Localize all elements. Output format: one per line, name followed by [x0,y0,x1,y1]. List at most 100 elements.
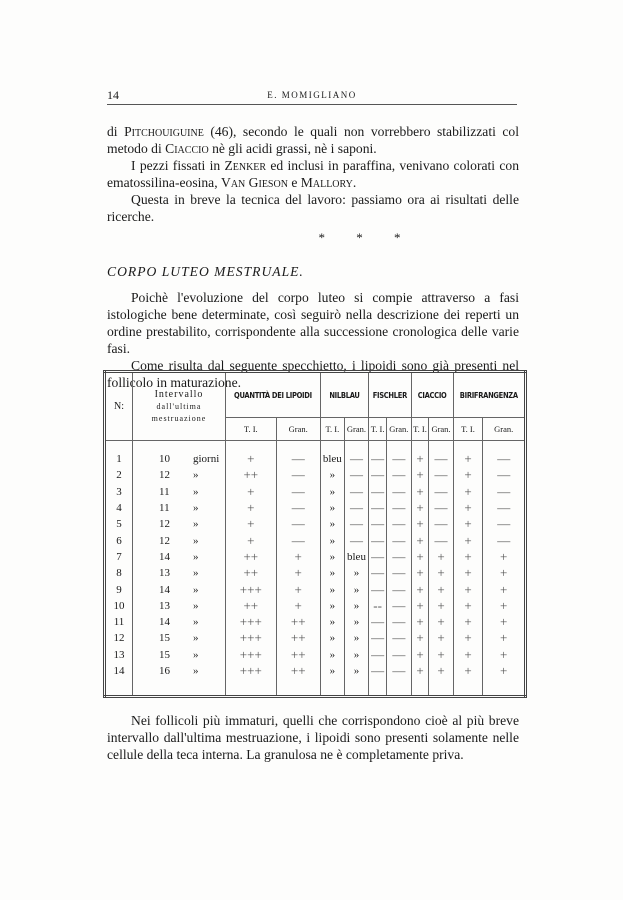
value-cell: + [428,646,454,663]
table-row: 3 11» + —» — — — + — + — [104,483,526,500]
value-cell: + [452,532,483,549]
value-cell: + [410,467,429,484]
value-cell: — [386,499,412,517]
value-cell: » [343,581,369,598]
table-row: 14 16» +++ ++»» — — + + + + [104,662,526,697]
value-cell: + [452,630,483,647]
value-cell: + [482,662,526,697]
row-number: 10 [104,597,133,614]
value-cell: ++ [275,630,321,647]
value-cell: + [482,646,526,663]
value-cell: ++ [275,613,321,631]
value-cell: + [225,483,277,500]
value-cell: + [452,440,483,468]
subheader: T. I. [319,417,345,441]
value-cell: — [275,483,321,500]
row-number: 6 [104,532,133,549]
row-number: 9 [104,581,133,598]
value-cell: — [368,613,387,631]
value-cell: + [452,467,483,484]
interval-cell: 14» [132,548,226,566]
value-cell: — [275,499,321,517]
subheader: Gran. [386,417,412,441]
interval-cell: 10 giorni [132,440,226,468]
value-cell: — [275,532,321,549]
value-cell: + [275,548,321,566]
row-number: 4 [104,499,133,517]
value-cell: + [410,581,429,598]
value-cell: + [482,565,526,582]
value-cell: — [368,516,387,533]
section-separator: * * * [318,230,415,245]
value-cell: + [452,646,483,663]
intro-paragraphs: di Pitchouiguine (46), secondo le quali … [107,123,519,225]
value-cell: + [410,516,429,533]
value-cell: + [428,565,454,582]
value-cell: — [386,630,412,647]
row-number: 14 [104,662,133,697]
value-cell: » [319,630,345,647]
value-cell: » [343,613,369,631]
row-number: 2 [104,467,133,484]
paragraph: I pezzi fissati in Zenker ed inclusi in … [107,158,519,190]
value-cell: ++ [275,646,321,663]
value-cell: » [319,646,345,663]
interval-cell: 13» [132,597,226,614]
value-cell: ++ [275,662,321,697]
value-cell: + [482,613,526,631]
group-header: QUANTITÀ DEI LIPOIDI [225,371,321,418]
table-row: 8 13» ++ +»» — — + + + + [104,565,526,582]
value-cell: + [410,597,429,614]
interval-cell: 13» [132,565,226,582]
value-cell: + [482,581,526,598]
group-header: BIRIFRANGENZA [452,371,526,418]
subheader: T. I. [225,417,277,441]
page-number: 14 [107,88,119,102]
row-number: 11 [104,613,133,631]
value-cell: — [275,516,321,533]
subheader: Gran. [428,417,454,441]
value-cell: ++ [225,597,277,614]
value-cell: — [368,440,387,468]
value-cell: + [428,662,454,697]
row-number: 1 [104,440,133,468]
value-cell: -- [368,597,387,614]
value-cell: — [428,516,454,533]
value-cell: — [386,646,412,663]
value-cell: + [225,516,277,533]
value-cell: — [482,532,526,549]
value-cell: + [428,581,454,598]
value-cell: — [386,581,412,598]
subheader: Gran. [275,417,321,441]
value-cell: » [319,548,345,566]
value-cell: — [343,532,369,549]
value-cell: + [428,597,454,614]
col-interval-header: Intervallo dall'ultima mestruazione [132,371,226,441]
value-cell: + [410,548,429,566]
table-row: 11 14» +++ ++»» — — + + + + [104,613,526,631]
row-number: 12 [104,630,133,647]
running-header: 14 E. MOMIGLIANO [107,88,517,105]
interval-cell: 12» [132,532,226,549]
interval-cell: 15» [132,630,226,647]
value-cell: — [386,483,412,500]
value-cell: — [368,548,387,566]
table-row: 4 11» + —» — — — + — + — [104,499,526,517]
value-cell: » [319,467,345,484]
value-cell: + [410,565,429,582]
value-cell: + [428,630,454,647]
table-row: 5 12» + —» — — — + — + — [104,516,526,533]
value-cell: — [368,483,387,500]
value-cell: » [343,630,369,647]
value-cell: + [410,613,429,631]
value-cell: + [410,532,429,549]
value-cell: — [428,467,454,484]
value-cell: — [368,646,387,663]
value-cell: + [428,613,454,631]
row-number: 3 [104,483,133,500]
value-cell: + [452,516,483,533]
table-row: 1 10 giorni + — bleu — — — + — + — [104,440,526,468]
interval-cell: 16» [132,662,226,697]
table-row: 9 14» +++ +»» — — + + + + [104,581,526,598]
value-cell: — [368,467,387,484]
